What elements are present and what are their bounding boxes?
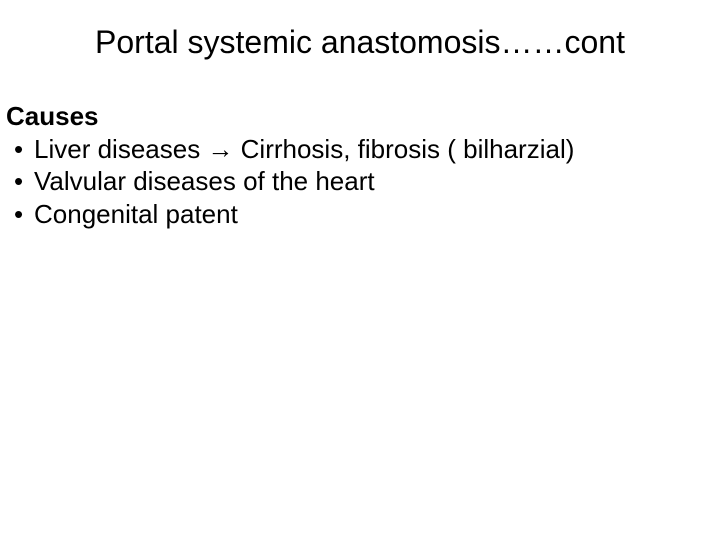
bullet-text: Valvular diseases of the heart — [34, 166, 375, 196]
list-item: Congenital patent — [6, 198, 714, 231]
causes-heading: Causes — [6, 100, 714, 133]
bullet-list: Liver diseases → Cirrhosis, fibrosis ( b… — [6, 133, 714, 231]
bullet-text: Congenital patent — [34, 199, 238, 229]
bullet-text: Liver diseases → Cirrhosis, fibrosis ( b… — [34, 134, 574, 164]
list-item: Valvular diseases of the heart — [6, 165, 714, 198]
list-item: Liver diseases → Cirrhosis, fibrosis ( b… — [6, 133, 714, 166]
slide: Portal systemic anastomosis……cont Causes… — [0, 0, 720, 540]
slide-title: Portal systemic anastomosis……cont — [0, 24, 720, 61]
slide-body: Causes Liver diseases → Cirrhosis, fibro… — [6, 100, 714, 230]
